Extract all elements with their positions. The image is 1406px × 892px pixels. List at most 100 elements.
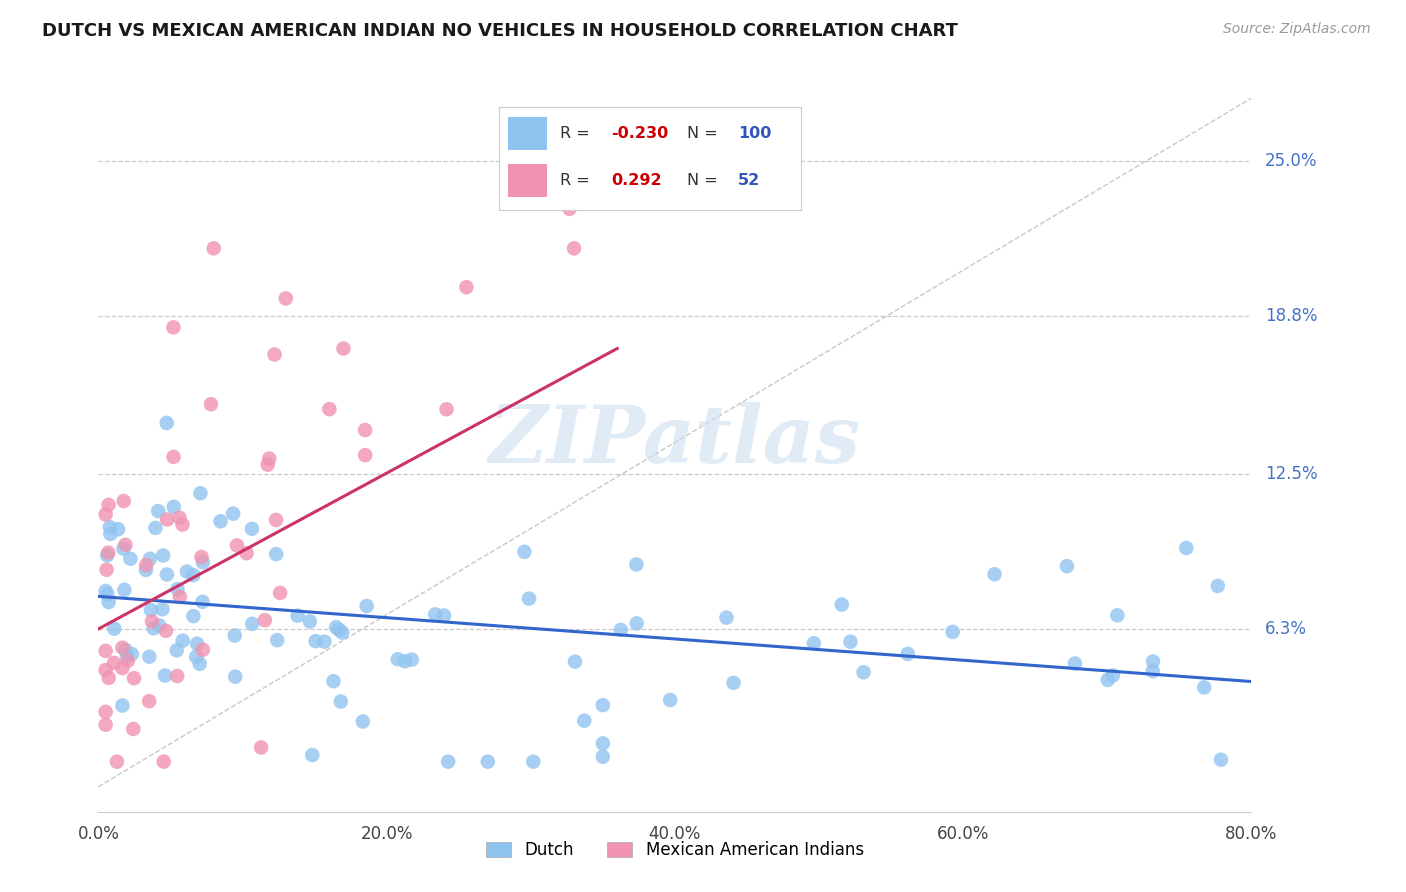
Point [626, 558, 648, 572]
Text: R =: R = [560, 126, 595, 141]
Text: -0.230: -0.230 [612, 126, 668, 141]
Point [897, 647, 920, 661]
FancyBboxPatch shape [508, 118, 547, 150]
Point [96, 587, 118, 601]
Point [148, 618, 170, 632]
Point [298, 615, 321, 629]
Point [96, 548, 118, 562]
Point [240, 616, 263, 631]
Point [94, 717, 117, 731]
Point [433, 608, 456, 623]
Point [387, 652, 409, 666]
Point [105, 755, 128, 769]
Point [139, 603, 162, 617]
Point [100, 527, 122, 541]
Point [190, 549, 212, 564]
Point [328, 623, 350, 637]
Point [401, 652, 423, 666]
Point [172, 517, 194, 532]
Point [96, 563, 118, 577]
Point [162, 450, 184, 464]
Point [145, 521, 167, 535]
Point [592, 749, 614, 764]
Point [122, 671, 145, 685]
Point [264, 513, 287, 527]
Point [1142, 655, 1164, 669]
Point [152, 549, 174, 563]
Point [562, 241, 585, 255]
Point [314, 634, 336, 648]
Text: N =: N = [686, 126, 723, 141]
Point [142, 621, 165, 635]
Point [610, 623, 633, 637]
Point [97, 546, 120, 560]
Point [166, 582, 188, 596]
Point [181, 568, 204, 582]
Point [111, 661, 134, 675]
Point [112, 582, 135, 597]
Point [97, 595, 120, 609]
Text: ZIPatlas: ZIPatlas [489, 402, 860, 479]
Point [437, 755, 460, 769]
Point [716, 610, 738, 624]
FancyBboxPatch shape [508, 164, 547, 197]
Point [153, 668, 176, 682]
Point [156, 416, 179, 430]
Point [659, 693, 682, 707]
Point [202, 241, 225, 255]
Point [115, 648, 138, 663]
Point [352, 714, 374, 729]
Point [1206, 579, 1229, 593]
Point [94, 583, 117, 598]
Text: 0.292: 0.292 [612, 173, 662, 188]
Text: N =: N = [686, 173, 723, 188]
Point [1175, 541, 1198, 555]
Point [111, 640, 134, 655]
Point [163, 500, 186, 514]
Point [558, 202, 581, 216]
Point [332, 342, 354, 356]
Point [155, 624, 177, 638]
Point [1064, 657, 1087, 671]
Point [162, 320, 184, 334]
Point [97, 498, 120, 512]
Point [394, 654, 416, 668]
Point [264, 547, 287, 561]
Point [152, 602, 174, 616]
Point [169, 510, 191, 524]
Point [114, 538, 136, 552]
Point [166, 643, 188, 657]
Point [354, 448, 377, 462]
Point [94, 644, 117, 658]
Point [103, 622, 125, 636]
Text: DUTCH VS MEXICAN AMERICAN INDIAN NO VEHICLES IN HOUSEHOLD CORRELATION CHART: DUTCH VS MEXICAN AMERICAN INDIAN NO VEHI… [42, 22, 957, 40]
Point [263, 347, 285, 361]
Point [269, 586, 291, 600]
Point [135, 563, 157, 577]
Point [166, 669, 188, 683]
Point [98, 520, 121, 534]
Text: 100: 100 [738, 126, 772, 141]
Point [517, 591, 540, 606]
Point [112, 494, 135, 508]
Point [191, 595, 214, 609]
Point [138, 649, 160, 664]
Point [200, 397, 222, 411]
Text: 52: 52 [738, 173, 761, 188]
Point [250, 740, 273, 755]
Point [240, 522, 263, 536]
Point [111, 698, 134, 713]
Point [191, 642, 214, 657]
Point [94, 508, 117, 522]
Point [103, 656, 125, 670]
Point [141, 615, 163, 629]
Point [172, 633, 194, 648]
Point [235, 546, 257, 560]
Point [425, 607, 447, 622]
Point [224, 628, 246, 642]
Point [513, 545, 536, 559]
Point [222, 507, 245, 521]
Point [1142, 664, 1164, 678]
Point [436, 402, 458, 417]
Point [522, 755, 544, 769]
